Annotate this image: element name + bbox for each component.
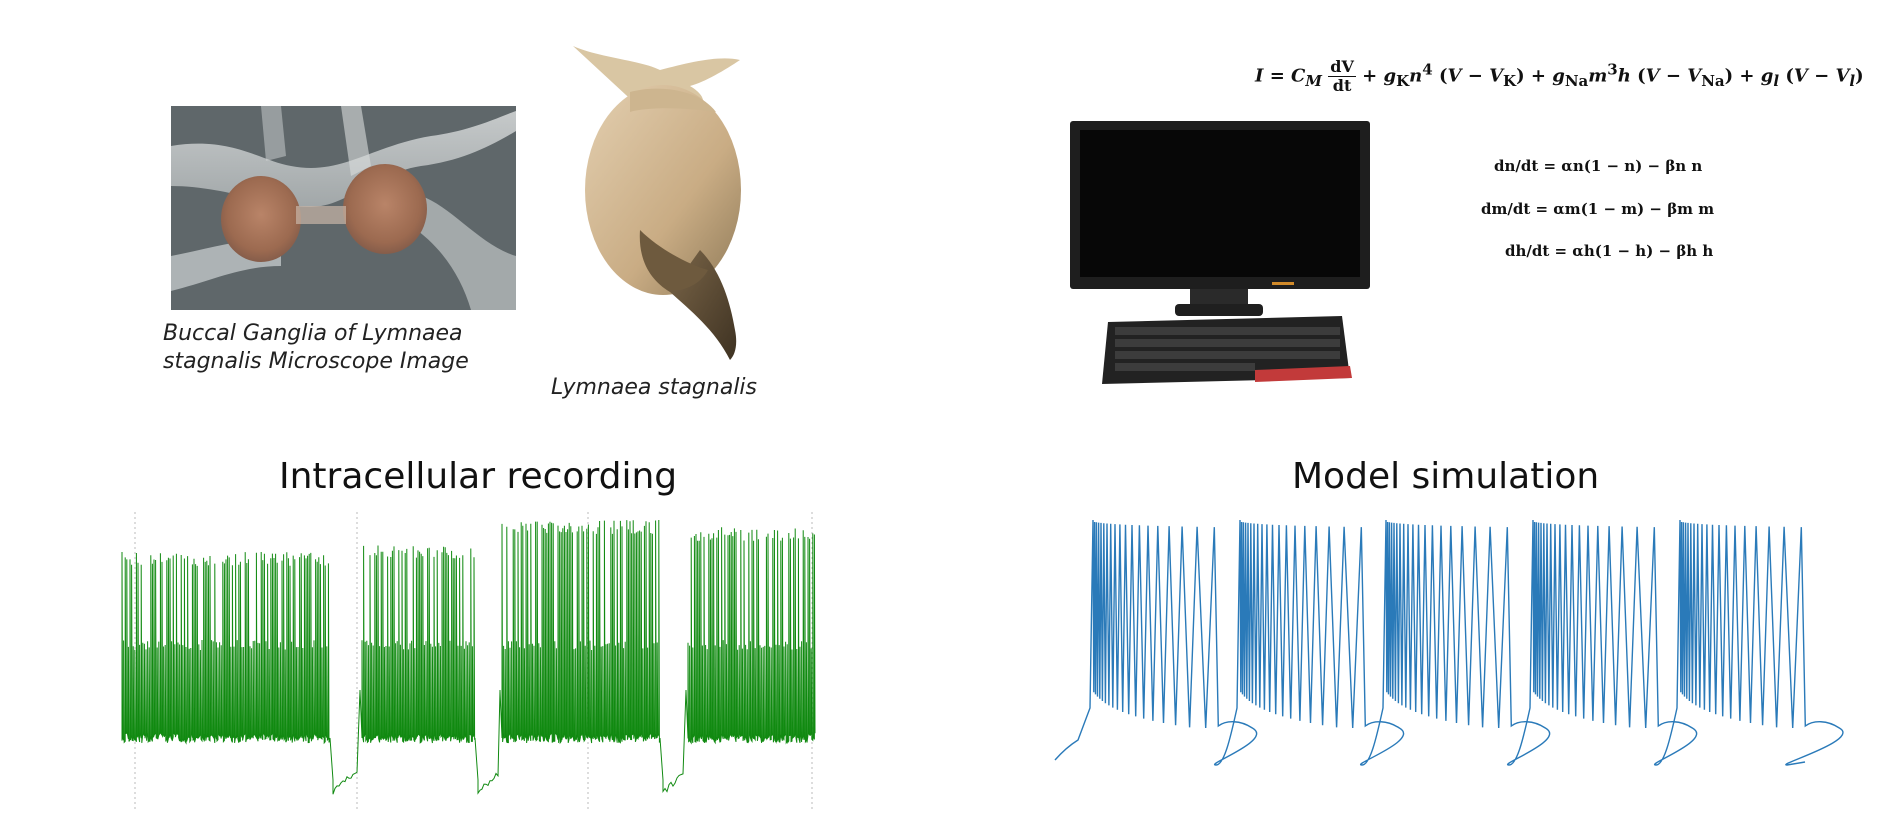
recording-title: Intracellular recording [279,456,678,497]
gating-equation-h: dh/dt = αh(1 − h) − βh h [1505,242,1714,260]
simulation-trace [1054,519,1844,766]
hodgkin-huxley-equation: I = CM dV dt + gKn4 (V − VK) + gNam3h (V… [1255,57,1864,95]
gating-equation-n: dn/dt = αn(1 − n) − βn n [1494,157,1703,175]
snail-caption: Lymnaea stagnalis [551,375,758,400]
buccal-ganglia-photo [171,106,516,310]
gating-equation-m: dm/dt = αm(1 − m) − βm m [1481,200,1715,218]
ganglia-caption: Buccal Ganglia of Lymnaea stagnalis Micr… [163,321,469,374]
simulation-title: Model simulation [1292,456,1600,497]
buccal-ganglia-illustration [171,106,516,310]
recording-trace [121,519,816,795]
